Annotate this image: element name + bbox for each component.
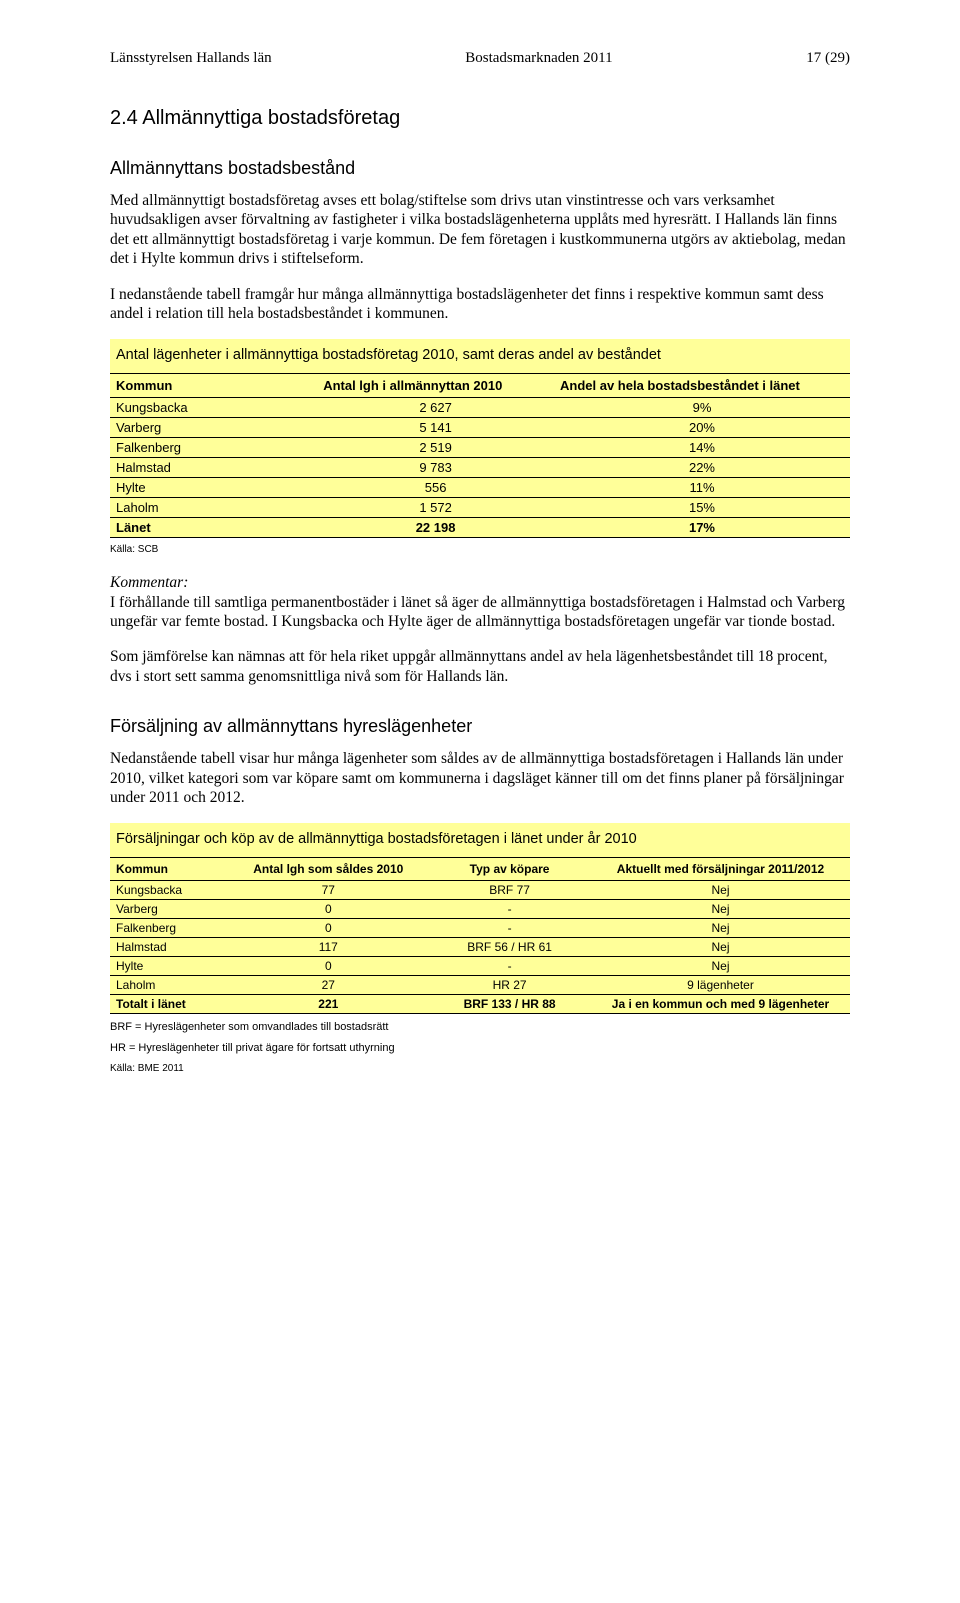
table-cell: Nej bbox=[591, 938, 850, 957]
table-row: Falkenberg2 51914% bbox=[110, 438, 850, 458]
table-cell: Nej bbox=[591, 919, 850, 938]
table-title: Försäljningar och köp av de allmännyttig… bbox=[110, 823, 850, 858]
table-cell: Nej bbox=[591, 957, 850, 976]
table-total-row: Länet22 19817% bbox=[110, 518, 850, 538]
table-row: Falkenberg0-Nej bbox=[110, 919, 850, 938]
header-right: 17 (29) bbox=[806, 50, 850, 67]
subheading-forsaljning: Försäljning av allmännyttans hyreslägenh… bbox=[110, 716, 850, 737]
kommentar-label: Kommentar: bbox=[110, 574, 188, 591]
table-cell: 117 bbox=[228, 938, 428, 957]
table-cell: HR 27 bbox=[428, 976, 591, 995]
table-cell: BRF 133 / HR 88 bbox=[428, 995, 591, 1014]
table-source: Källa: SCB bbox=[110, 544, 850, 555]
table-cell: 14% bbox=[554, 438, 850, 458]
table-cell: 9% bbox=[554, 398, 850, 418]
header-center: Bostadsmarknaden 2011 bbox=[465, 50, 612, 67]
table-cell: Nej bbox=[591, 900, 850, 919]
table-total-row: Totalt i länet221BRF 133 / HR 88Ja i en … bbox=[110, 995, 850, 1014]
table-cell: 2 519 bbox=[317, 438, 554, 458]
table-cell: 0 bbox=[228, 919, 428, 938]
table-header-cell: Andel av hela bostadsbeståndet i länet bbox=[554, 374, 850, 398]
table-cell: Laholm bbox=[110, 498, 317, 518]
table-row: Varberg0-Nej bbox=[110, 900, 850, 919]
table-row: Laholm1 57215% bbox=[110, 498, 850, 518]
table: Kommun Antal lgh som såldes 2010 Typ av … bbox=[110, 858, 850, 1014]
table-cell: Varberg bbox=[110, 900, 228, 919]
table-cell: 1 572 bbox=[317, 498, 554, 518]
table-row: Laholm27HR 279 lägenheter bbox=[110, 976, 850, 995]
table-cell: Hylte bbox=[110, 957, 228, 976]
table-forsaljningar: Försäljningar och köp av de allmännyttig… bbox=[110, 823, 850, 1014]
table-cell: 556 bbox=[317, 478, 554, 498]
table-header-cell: Antal lgh i allmännyttan 2010 bbox=[317, 374, 554, 398]
table-cell: Falkenberg bbox=[110, 438, 317, 458]
table-cell: 22 198 bbox=[317, 518, 554, 538]
subheading-bestand: Allmännyttans bostadsbestånd bbox=[110, 158, 850, 179]
table-cell: 27 bbox=[228, 976, 428, 995]
table-row: Hylte55611% bbox=[110, 478, 850, 498]
header-left: Länsstyrelsen Hallands län bbox=[110, 50, 272, 67]
section-heading: 2.4 Allmännyttiga bostadsföretag bbox=[110, 107, 850, 130]
table-row: Hylte0-Nej bbox=[110, 957, 850, 976]
table-cell: Länet bbox=[110, 518, 317, 538]
table-row: Kungsbacka2 6279% bbox=[110, 398, 850, 418]
table-header-row: Kommun Antal lgh i allmännyttan 2010 And… bbox=[110, 374, 850, 398]
table-cell: BRF 56 / HR 61 bbox=[428, 938, 591, 957]
paragraph: Med allmännyttigt bostadsföretag avses e… bbox=[110, 191, 850, 269]
table-row: Halmstad117BRF 56 / HR 61Nej bbox=[110, 938, 850, 957]
paragraph: I förhållande till samtliga permanentbos… bbox=[110, 594, 845, 630]
table-cell: - bbox=[428, 900, 591, 919]
table-row: Varberg5 14120% bbox=[110, 418, 850, 438]
table-cell: Halmstad bbox=[110, 938, 228, 957]
table-cell: Totalt i länet bbox=[110, 995, 228, 1014]
table-cell: Nej bbox=[591, 881, 850, 900]
table-header-cell: Aktuellt med försäljningar 2011/2012 bbox=[591, 858, 850, 881]
table-cell: Hylte bbox=[110, 478, 317, 498]
table-cell: 22% bbox=[554, 458, 850, 478]
paragraph: Som jämförelse kan nämnas att för hela r… bbox=[110, 647, 850, 686]
table-cell: Kungsbacka bbox=[110, 398, 317, 418]
paragraph: Nedanstående tabell visar hur många läge… bbox=[110, 749, 850, 807]
kommentar-block: Kommentar: I förhållande till samtliga p… bbox=[110, 573, 850, 631]
table-row: Kungsbacka77BRF 77Nej bbox=[110, 881, 850, 900]
table: Kommun Antal lgh i allmännyttan 2010 And… bbox=[110, 374, 850, 538]
table-cell: 2 627 bbox=[317, 398, 554, 418]
page-header: Länsstyrelsen Hallands län Bostadsmarkna… bbox=[110, 50, 850, 67]
table-footnote: HR = Hyreslägenheter till privat ägare f… bbox=[110, 1041, 850, 1055]
table-cell: 5 141 bbox=[317, 418, 554, 438]
table-header-row: Kommun Antal lgh som såldes 2010 Typ av … bbox=[110, 858, 850, 881]
table-title: Antal lägenheter i allmännyttiga bostads… bbox=[110, 339, 850, 374]
table-cell: Ja i en kommun och med 9 lägenheter bbox=[591, 995, 850, 1014]
table-cell: 9 lägenheter bbox=[591, 976, 850, 995]
table-cell: Laholm bbox=[110, 976, 228, 995]
table-cell: 0 bbox=[228, 957, 428, 976]
table-cell: 15% bbox=[554, 498, 850, 518]
table-allmannyttan-bestand: Antal lägenheter i allmännyttiga bostads… bbox=[110, 339, 850, 538]
table-cell: 221 bbox=[228, 995, 428, 1014]
table-header-cell: Typ av köpare bbox=[428, 858, 591, 881]
table-header-cell: Kommun bbox=[110, 858, 228, 881]
table-cell: Falkenberg bbox=[110, 919, 228, 938]
table-header-cell: Antal lgh som såldes 2010 bbox=[228, 858, 428, 881]
table-header-cell: Kommun bbox=[110, 374, 317, 398]
table-footnote: BRF = Hyreslägenheter som omvandlades ti… bbox=[110, 1020, 850, 1034]
table-cell: Kungsbacka bbox=[110, 881, 228, 900]
table-cell: 20% bbox=[554, 418, 850, 438]
table-cell: BRF 77 bbox=[428, 881, 591, 900]
table-source: Källa: BME 2011 bbox=[110, 1063, 850, 1074]
table-cell: 17% bbox=[554, 518, 850, 538]
table-cell: 11% bbox=[554, 478, 850, 498]
table-cell: 9 783 bbox=[317, 458, 554, 478]
paragraph: I nedanstående tabell framgår hur många … bbox=[110, 285, 850, 324]
table-cell: Halmstad bbox=[110, 458, 317, 478]
table-cell: Varberg bbox=[110, 418, 317, 438]
table-cell: - bbox=[428, 957, 591, 976]
table-row: Halmstad9 78322% bbox=[110, 458, 850, 478]
table-cell: 77 bbox=[228, 881, 428, 900]
table-cell: 0 bbox=[228, 900, 428, 919]
table-cell: - bbox=[428, 919, 591, 938]
